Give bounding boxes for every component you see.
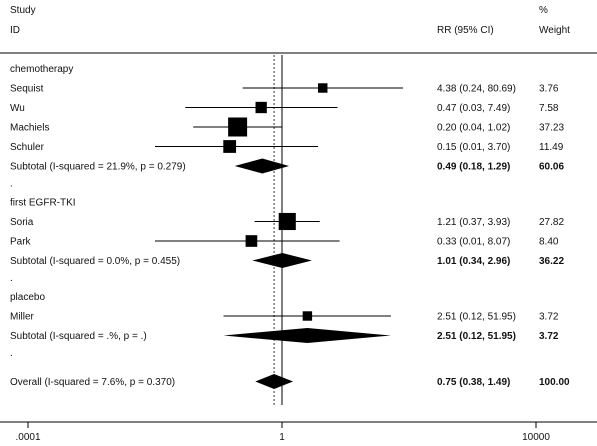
study-box [318, 83, 328, 93]
study-weight: 37.23 [539, 123, 564, 134]
study-weight: 11.49 [539, 142, 564, 153]
study-ci: 4.38 (0.24, 80.69) [437, 84, 516, 95]
subtotal-diamond [252, 253, 312, 268]
subtotal-diamond [234, 158, 290, 174]
study-label: Sequist [10, 84, 44, 95]
study-weight: 27.82 [539, 217, 564, 228]
header-study: Study [10, 5, 36, 16]
subtotal-weight: 60.06 [539, 162, 564, 173]
overall-ci: 0.75 (0.38, 1.49) [437, 377, 510, 388]
subtotal-ci: 2.51 (0.12, 51.95) [437, 331, 516, 342]
study-ci: 0.20 (0.04, 1.02) [437, 123, 510, 134]
study-weight: 3.76 [539, 84, 559, 95]
study-weight: 8.40 [539, 237, 559, 248]
study-label: Miller [10, 312, 35, 323]
study-box [223, 140, 237, 153]
header-rr: RR (95% CI) [437, 25, 494, 36]
header-weight: Weight [539, 25, 570, 36]
overall-diamond [255, 374, 293, 389]
plot-marks [155, 55, 404, 405]
study-ci: 1.21 (0.37, 3.93) [437, 217, 510, 228]
study-ci: 0.33 (0.01, 8.07) [437, 237, 510, 248]
header-id: ID [10, 25, 20, 36]
x-tick-label: 1 [279, 432, 285, 443]
study-ci: 0.47 (0.03, 7.49) [437, 103, 510, 114]
study-box [302, 311, 313, 321]
study-box [255, 101, 267, 114]
separator-dot: . [10, 348, 13, 359]
study-label: Soria [10, 217, 34, 228]
x-tick-label: .0001 [15, 432, 40, 443]
study-ci: 0.15 (0.01, 3.70) [437, 142, 510, 153]
subtotal-label: Subtotal (I-squared = 0.0%, p = 0.455) [10, 256, 180, 267]
group-label: placebo [10, 292, 45, 303]
study-ci: 2.51 (0.12, 51.95) [437, 312, 516, 323]
group-label: first EGFR-TKI [10, 198, 76, 209]
x-axis: .0001 1 10000 [15, 422, 550, 443]
group-label: chemotherapy [10, 64, 73, 75]
subtotal-ci: 1.01 (0.34, 2.96) [437, 256, 510, 267]
study-label: Machiels [10, 123, 49, 134]
separator-dot: . [10, 273, 13, 284]
subtotal-label: Subtotal (I-squared = 21.9%, p = 0.279) [10, 162, 186, 173]
x-tick-label: 10000 [522, 432, 550, 443]
study-box [245, 235, 258, 247]
study-label: Wu [10, 103, 25, 114]
subtotal-ci: 0.49 (0.18, 1.29) [437, 162, 510, 173]
subtotal-diamond [223, 328, 391, 343]
overall-weight: 100.00 [539, 377, 570, 388]
study-weight: 7.58 [539, 103, 559, 114]
subtotal-weight: 36.22 [539, 256, 564, 267]
study-box [228, 117, 248, 137]
study-label: Park [10, 237, 32, 248]
subtotal-weight: 3.72 [539, 331, 559, 342]
header-pct: % [539, 5, 548, 16]
plot-rows: chemotherapy Sequist 4.38 (0.24, 80.69) 3.7… [10, 64, 570, 388]
study-label: Schuler [10, 142, 45, 153]
header: Study ID RR (95% CI) % Weight [10, 5, 570, 36]
study-weight: 3.72 [539, 312, 559, 323]
separator-dot: . [10, 179, 13, 190]
study-box [278, 212, 296, 231]
subtotal-label: Subtotal (I-squared = .%, p = .) [10, 331, 147, 342]
overall-label: Overall (I-squared = 7.6%, p = 0.370) [10, 377, 175, 388]
